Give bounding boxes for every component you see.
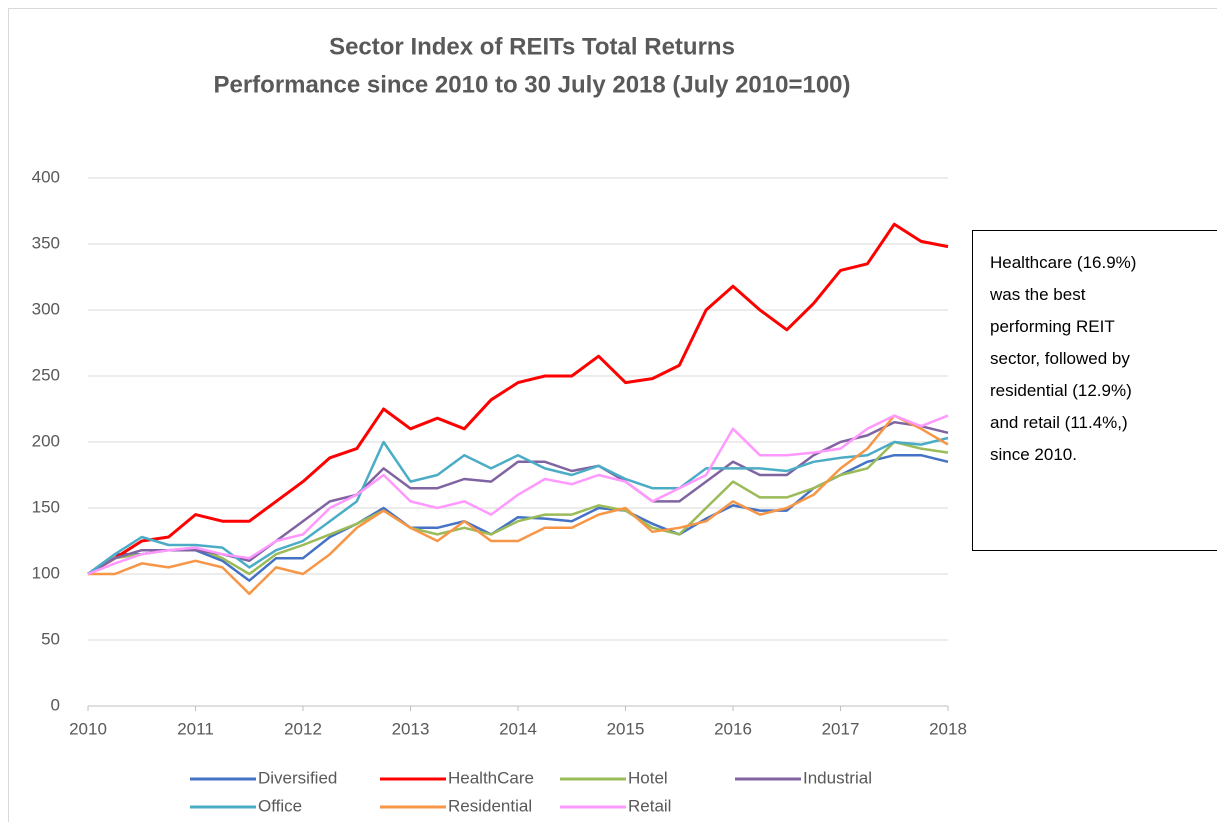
x-tick-label: 2016 (714, 719, 752, 738)
series-line (87, 440, 949, 576)
y-tick-label: 100 (32, 563, 60, 582)
annotation-line: was the best (989, 285, 1086, 304)
annotation-line: Healthcare (16.9%) (990, 253, 1136, 272)
annotation-line: residential (12.9%) (990, 381, 1132, 400)
x-tick-label: 2012 (284, 719, 322, 738)
y-tick-label: 300 (32, 299, 60, 318)
legend-label: Diversified (258, 768, 337, 787)
legend-label: Industrial (803, 768, 872, 787)
series-line (88, 414, 949, 596)
y-tick-label: 0 (51, 695, 60, 714)
series-line (87, 453, 949, 582)
x-tick-label: 2015 (607, 719, 645, 738)
annotation-line: performing REIT (990, 317, 1115, 336)
legend-label: Office (258, 796, 302, 815)
series-line (87, 420, 949, 576)
y-tick-label: 200 (32, 431, 60, 450)
y-tick-label: 350 (32, 233, 60, 252)
x-tick-label: 2011 (177, 719, 214, 738)
x-tick-label: 2010 (69, 719, 107, 738)
series-line (87, 222, 949, 576)
chart-title: Sector Index of REITs Total Returns (329, 33, 735, 60)
legend-label: Hotel (628, 768, 668, 787)
y-tick-label: 50 (41, 629, 60, 648)
x-tick-label: 2017 (822, 719, 860, 738)
chart-border (8, 8, 1217, 822)
series-line (87, 436, 949, 576)
y-tick-label: 250 (32, 365, 60, 384)
x-tick-label: 2014 (499, 719, 537, 738)
x-tick-label: 2013 (392, 719, 430, 738)
annotation-line: and retail (11.4%,) (990, 413, 1128, 432)
legend-label: Retail (628, 796, 671, 815)
legend-label: Residential (448, 796, 532, 815)
annotation-line: since 2010. (990, 445, 1077, 464)
annotation-box (972, 230, 1217, 551)
annotation-line: sector, followed by (990, 349, 1130, 368)
x-tick-label: 2018 (929, 719, 967, 738)
series-line (87, 414, 949, 576)
y-tick-label: 400 (32, 167, 60, 186)
legend-label: HealthCare (448, 768, 534, 787)
annotation: Healthcare (16.9%) was the best performing… (989, 253, 1136, 464)
y-tick-label: 150 (32, 497, 60, 516)
chart-subtitle: Performance since 2010 to 30 July 2018 (… (213, 71, 850, 98)
